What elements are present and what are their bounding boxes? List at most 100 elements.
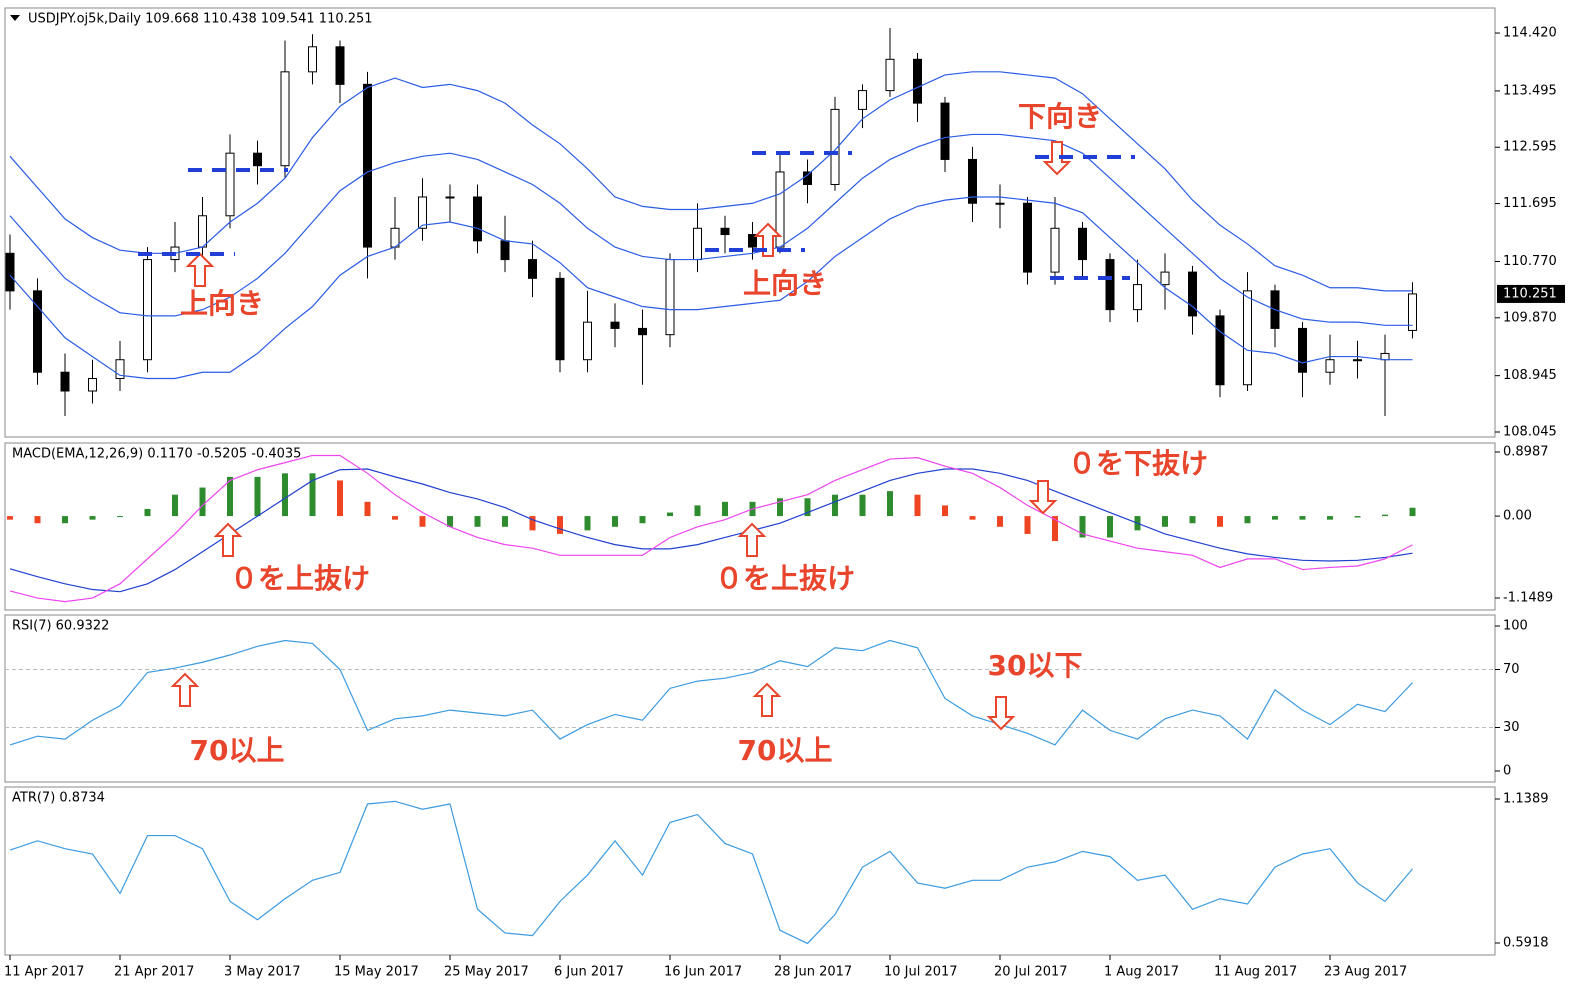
annotation-arrow	[1028, 480, 1058, 515]
annotation-arrow	[753, 222, 783, 257]
panel-title: RSI(7) 60.9322	[12, 619, 109, 634]
candle-body	[280, 71, 290, 167]
panel-frame	[4, 786, 1496, 956]
annotation: ０を上抜け	[230, 562, 370, 595]
annotation: 上向き	[180, 287, 264, 320]
candle-body	[885, 58, 895, 92]
candle-body	[88, 377, 97, 392]
x-tick-label: 16 Jun 2017	[664, 965, 742, 980]
y-tick-label: 109.870	[1503, 310, 1557, 325]
histogram-bar	[1327, 516, 1333, 520]
candle-body	[5, 252, 15, 292]
candle-body	[665, 259, 675, 336]
candle-body	[1023, 202, 1032, 273]
histogram-bar	[777, 498, 783, 517]
annotation: 70以上	[190, 734, 285, 767]
histogram-bar	[557, 516, 563, 534]
histogram-bar	[694, 505, 701, 517]
candle-body	[253, 152, 262, 167]
histogram-bar	[474, 516, 481, 527]
candle-body	[995, 202, 1005, 205]
y-tick-label: 112.595	[1503, 140, 1557, 155]
candle-body	[720, 227, 730, 236]
histogram-bar	[1272, 516, 1278, 520]
candle-body	[1325, 359, 1335, 373]
histogram-bar	[254, 476, 261, 517]
x-tick-label: 23 Aug 2017	[1324, 965, 1407, 980]
candle-body	[115, 359, 125, 379]
histogram-bar	[172, 494, 178, 517]
price-label-bg	[1497, 284, 1565, 303]
y-tick-label: 0.00	[1503, 509, 1532, 524]
annotation-arrow	[986, 696, 1016, 731]
candle-body	[1298, 327, 1307, 373]
histogram-bar	[1107, 516, 1113, 538]
series-line	[9, 800, 1413, 945]
candle-body	[1188, 271, 1197, 317]
candle-body	[830, 108, 840, 185]
histogram-bar	[1354, 516, 1361, 518]
annotation: 上向き	[743, 267, 827, 300]
x-tick-label: 1 Aug 2017	[1104, 965, 1179, 980]
candle-body	[638, 327, 647, 336]
histogram-bar	[227, 476, 233, 517]
histogram-bar	[942, 505, 948, 517]
x-tick-label: 21 Apr 2017	[114, 965, 194, 980]
candle-body	[143, 259, 152, 361]
annotation: ０を上抜け	[715, 562, 855, 595]
histogram-bar	[144, 508, 151, 517]
annotation-arrow	[1042, 141, 1072, 176]
histogram-bar	[722, 501, 728, 517]
candle-body	[858, 90, 867, 110]
panel-frame	[4, 614, 1496, 783]
histogram-bar	[1409, 507, 1416, 517]
y-tick-label: 70	[1503, 662, 1520, 677]
candle-body	[803, 171, 812, 185]
y-tick-label: 111.695	[1503, 196, 1557, 211]
histogram-bar	[1162, 516, 1168, 527]
y-tick-label: 114.420	[1503, 26, 1557, 41]
y-tick-label: -1.1489	[1503, 591, 1553, 606]
x-tick-label: 10 Jul 2017	[884, 965, 958, 980]
panel-frame	[4, 7, 1496, 438]
candle-body	[198, 215, 207, 248]
candle-body	[225, 152, 235, 217]
histogram-bar	[62, 516, 68, 524]
histogram-bar	[1382, 514, 1388, 517]
series-line	[9, 196, 1413, 380]
x-tick-label: 15 May 2017	[334, 965, 419, 980]
x-tick-label: 6 Jun 2017	[554, 965, 624, 980]
y-tick-label: 0.8987	[1503, 445, 1549, 460]
candle-body	[940, 102, 950, 160]
annotation: ０を下抜け	[1068, 447, 1208, 480]
histogram-bar	[1217, 516, 1223, 527]
candle-body	[1408, 293, 1417, 331]
candle-body	[1353, 359, 1362, 362]
histogram-bar	[1189, 516, 1196, 524]
histogram-bar	[997, 516, 1003, 527]
histogram-bar	[914, 494, 921, 517]
histogram-bar	[447, 516, 453, 527]
candle-body	[1105, 259, 1115, 311]
histogram-bar	[364, 501, 371, 517]
annotation: 下向き	[1018, 100, 1102, 133]
histogram-bar	[584, 516, 591, 531]
candle-body	[913, 58, 922, 104]
current-price-label: 110.251	[1503, 286, 1557, 301]
candle-body	[748, 234, 757, 248]
histogram-bar	[969, 516, 976, 520]
annotation: 70以上	[738, 734, 833, 767]
candle-body	[445, 196, 455, 199]
candle-body	[33, 290, 42, 373]
candle-body	[1050, 227, 1060, 273]
y-tick-label: 0.5918	[1503, 935, 1549, 950]
series-line	[9, 71, 1413, 292]
candle-body	[610, 321, 620, 329]
histogram-bar	[1244, 516, 1251, 524]
histogram-bar	[89, 516, 96, 520]
panel-title: USDJPY.oj5k,Daily 109.668 110.438 109.54…	[28, 12, 373, 27]
histogram-bar	[282, 473, 288, 517]
histogram-bar	[1079, 516, 1086, 538]
